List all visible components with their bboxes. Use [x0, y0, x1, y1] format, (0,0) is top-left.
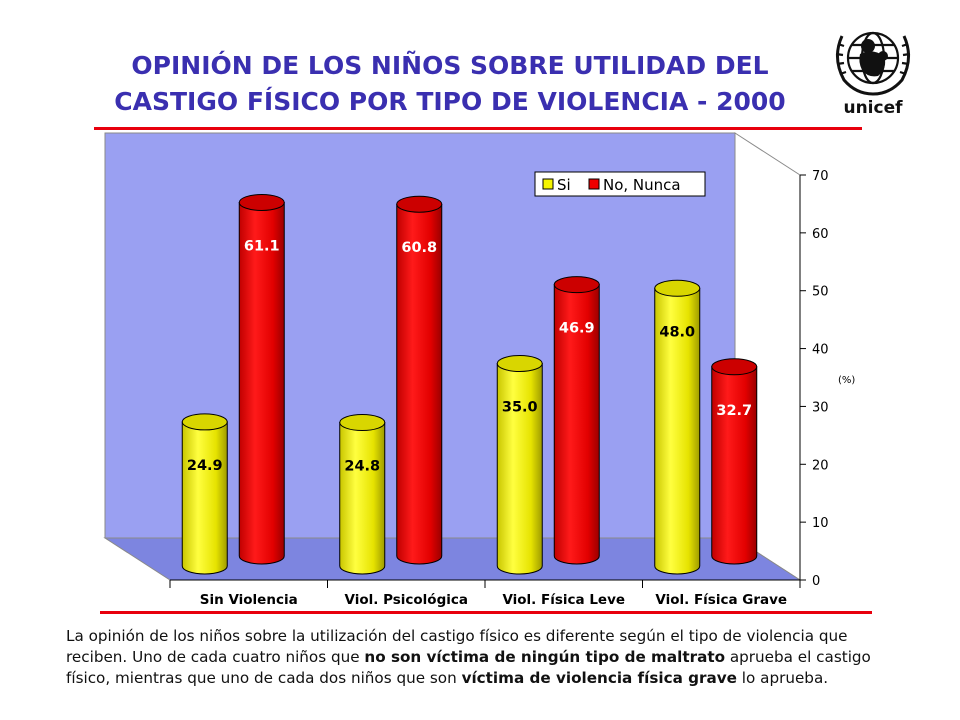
- y-tick-label: 10: [812, 516, 829, 531]
- bar: 35.0: [496, 355, 543, 575]
- bar-body: [553, 284, 600, 565]
- y-tick-label: 0: [812, 574, 820, 589]
- y-axis-unit: (%): [838, 375, 855, 386]
- bar: 46.9: [553, 276, 600, 565]
- bar-top: [339, 414, 386, 432]
- bar: 48.0: [654, 279, 701, 575]
- description-text-2: aprueba el castigo físico, mientras que …: [66, 648, 871, 687]
- bar-body: [711, 366, 758, 565]
- bar-top: [711, 358, 758, 376]
- description: La opinión de los niños sobre la utiliza…: [66, 626, 906, 689]
- bar-body: [654, 287, 701, 575]
- description-bold-1: no son víctima de ningún tipo de maltrat…: [364, 648, 726, 666]
- description-text-1: La opinión de los niños sobre la utiliza…: [66, 627, 848, 666]
- x-tick-label: Viol. Psicológica: [345, 592, 468, 608]
- x-tick-label: Sin Violencia: [200, 592, 298, 608]
- bar-top: [238, 193, 285, 211]
- y-tick-label: 40: [812, 343, 829, 358]
- bar-body: [396, 203, 443, 565]
- data-label: 32.7: [716, 403, 752, 419]
- data-label: 24.9: [187, 458, 223, 474]
- legend-box: [534, 171, 706, 197]
- bar: 32.7: [711, 358, 758, 565]
- bar-top: [396, 195, 443, 213]
- y-tick-label: 70: [812, 169, 829, 184]
- bar-body: [181, 421, 228, 575]
- bar-body: [238, 201, 285, 565]
- bar: 61.1: [238, 193, 285, 565]
- bar-top: [181, 413, 228, 431]
- bar: 24.9: [181, 413, 228, 575]
- unicef-logo: unicef: [828, 22, 918, 122]
- x-tick-label: Viol. Física Leve: [502, 592, 625, 608]
- title-line-2: CASTIGO FÍSICO POR TIPO DE VIOLENCIA - 2…: [114, 87, 786, 116]
- data-label: 35.0: [502, 400, 538, 416]
- data-label: 60.8: [401, 240, 437, 256]
- page-title: OPINIÓN DE LOS NIÑOS SOBRE UTILIDAD DEL …: [60, 48, 840, 120]
- y-tick-label: 30: [812, 400, 829, 415]
- bar-top: [496, 355, 543, 372]
- chart-underline: [100, 611, 872, 614]
- bar: 60.8: [396, 195, 443, 565]
- unicef-emblem-icon: [835, 31, 911, 96]
- data-label: 61.1: [244, 238, 280, 254]
- unicef-wordmark: unicef: [843, 98, 903, 118]
- data-label: 24.8: [344, 459, 380, 475]
- bar-body: [339, 422, 386, 575]
- data-label: 46.9: [559, 321, 595, 337]
- description-text-3: lo aprueba.: [736, 669, 829, 687]
- y-tick-label: 60: [812, 227, 829, 242]
- legend-label: Si: [557, 176, 571, 194]
- bar-top: [553, 276, 600, 294]
- title-line-1: OPINIÓN DE LOS NIÑOS SOBRE UTILIDAD DEL: [131, 51, 769, 80]
- data-label: 48.0: [659, 324, 695, 340]
- legend-label: No, Nunca: [603, 176, 681, 194]
- y-tick-label: 50: [812, 285, 829, 300]
- title-underline: [94, 127, 862, 130]
- bar: 24.8: [339, 414, 386, 575]
- x-tick-label: Viol. Física Grave: [655, 592, 787, 608]
- y-tick-label: 20: [812, 458, 829, 473]
- bar-body: [496, 363, 543, 575]
- bar-top: [654, 279, 701, 297]
- legend-swatch: [588, 178, 600, 190]
- legend-swatch: [542, 178, 554, 190]
- description-bold-2: víctima de violencia física grave: [461, 669, 737, 687]
